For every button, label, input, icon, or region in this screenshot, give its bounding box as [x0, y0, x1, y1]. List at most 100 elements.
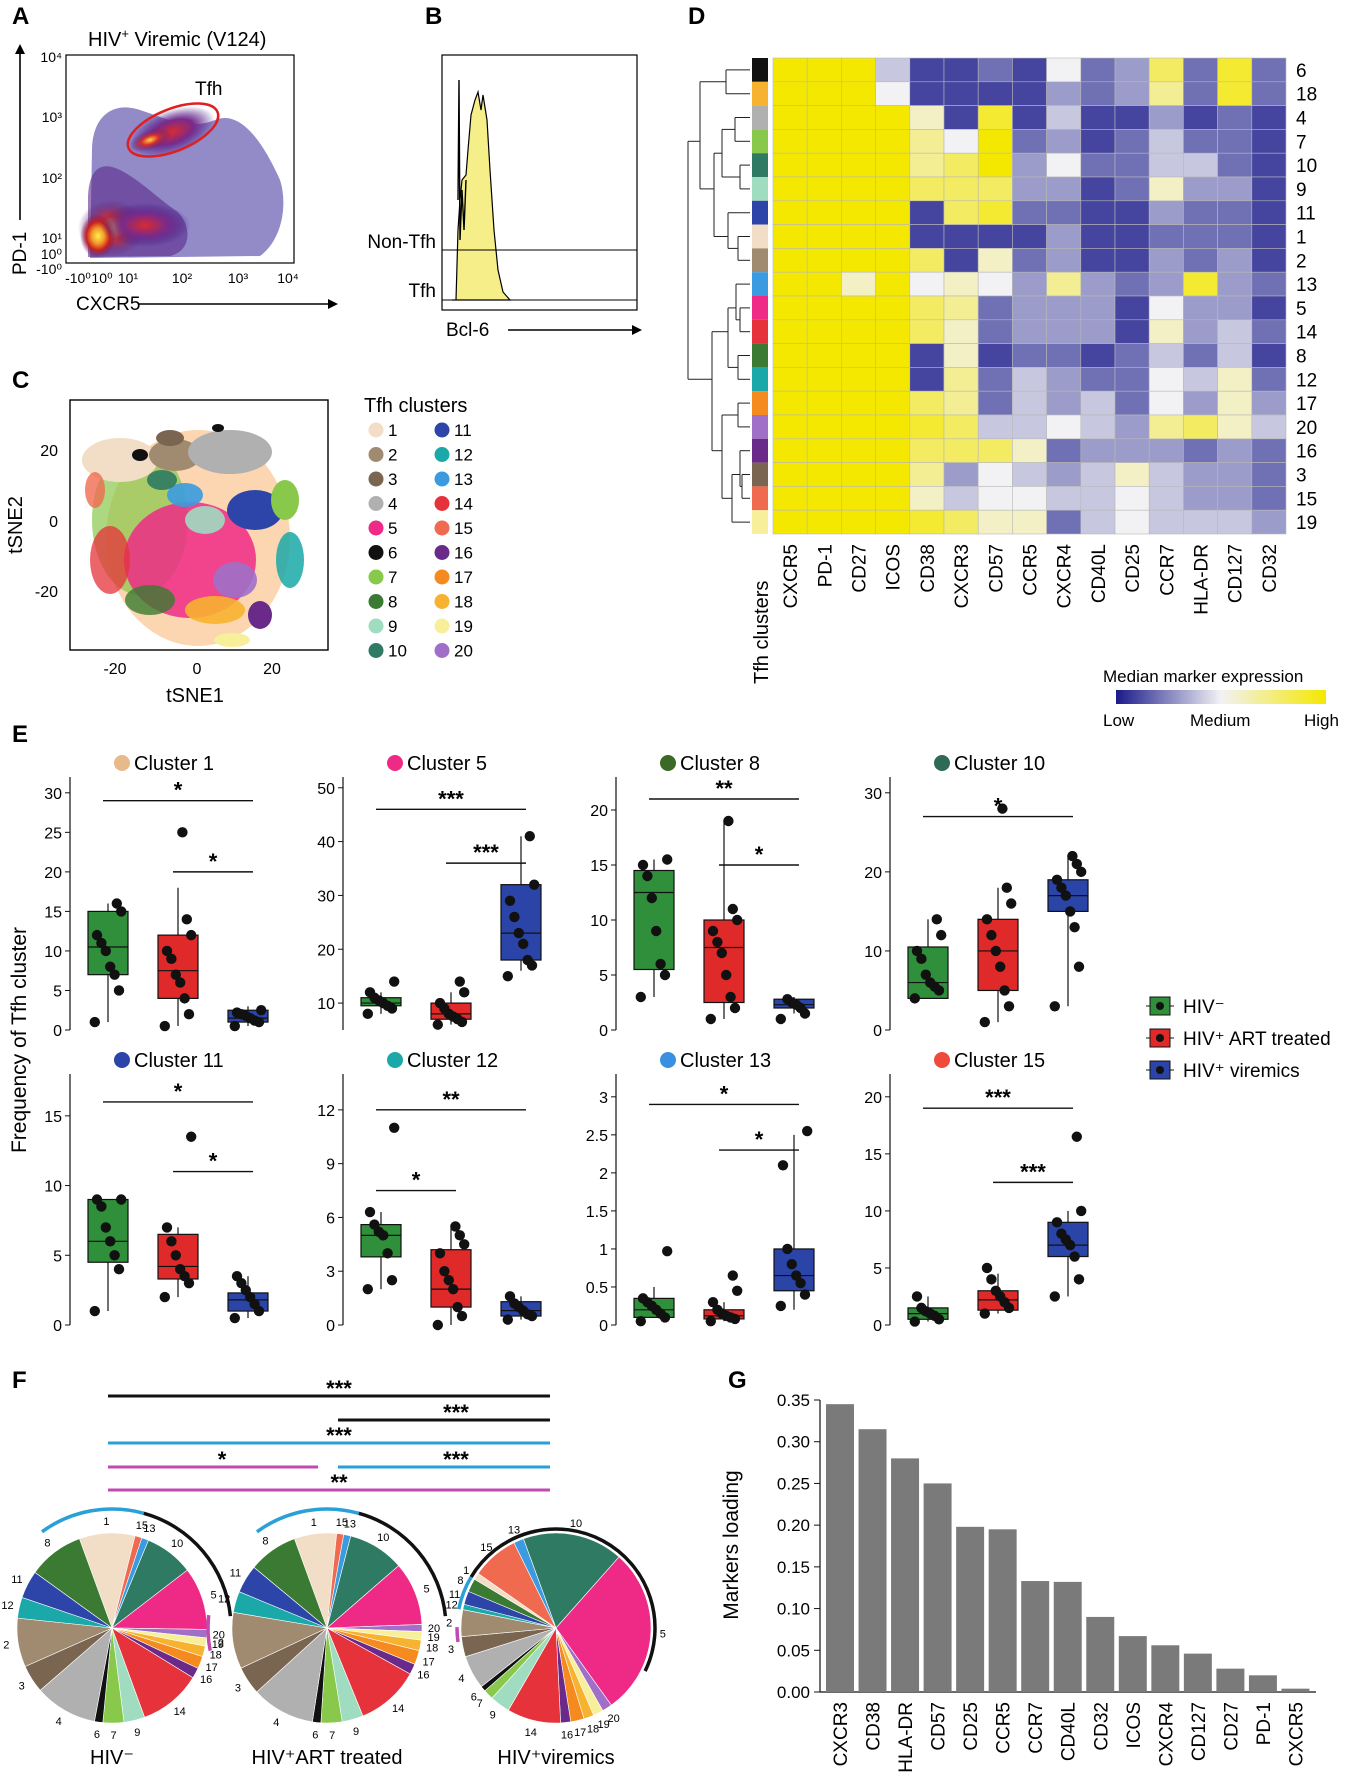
heatmap-row-color	[752, 391, 768, 415]
heatmap-row-id: 9	[1296, 180, 1307, 201]
boxplot-point	[995, 961, 1006, 972]
heatmap-cell	[909, 295, 945, 321]
pie-slice-label: 2	[3, 1640, 9, 1652]
heatmap-row-color	[752, 438, 768, 463]
heatmap-cell	[772, 271, 808, 297]
heatmap-cell	[1148, 295, 1184, 321]
heatmap-cell	[1012, 319, 1047, 344]
heatmap-cell	[1251, 367, 1287, 392]
heatmap-cell	[909, 200, 945, 225]
boxplot-point	[113, 1264, 125, 1275]
heatmap-cell	[1148, 224, 1184, 249]
heatmap-cell	[806, 57, 842, 83]
heatmap-row-id: 19	[1296, 513, 1317, 534]
boxplot-point	[637, 1293, 649, 1304]
boxplot-point	[777, 1160, 789, 1171]
heatmap-cell	[909, 319, 945, 344]
cluster-legend-label: 17	[454, 568, 473, 587]
heatmap-cell	[806, 343, 842, 368]
pie-slice-label: 9	[134, 1727, 140, 1739]
boxplot-ytick-label: 5	[53, 1248, 62, 1265]
heatmap-cell	[772, 129, 808, 154]
heatmap-cell	[1217, 176, 1253, 202]
boxplot-title: Cluster 1	[134, 753, 214, 775]
pie-slice-label: 19	[428, 1632, 440, 1644]
heatmap-cell	[1080, 414, 1116, 440]
heatmap-cell	[1217, 81, 1253, 106]
boxplot-ytick-label: 3	[599, 1090, 608, 1107]
boxplot-point	[1056, 1228, 1067, 1239]
heatmap-cell	[943, 105, 979, 130]
panel-a-title: HIV+ Viremic (V124)	[88, 26, 266, 51]
heatmap-cell	[909, 486, 945, 511]
heatmap-cell	[1046, 486, 1082, 511]
boxplot-point	[986, 1274, 997, 1285]
boxplot-point	[364, 1206, 376, 1218]
boxplot-point	[999, 985, 1010, 996]
heatmap-cell	[943, 81, 979, 106]
heatmap-cell	[1114, 271, 1150, 297]
group-legend: HIV⁻ HIV⁺ ART treated HIV⁺ viremics	[1146, 996, 1331, 1082]
heatmap-cell	[1080, 152, 1116, 178]
pie-slice-label: 10	[171, 1538, 183, 1550]
heatmap-cell	[875, 152, 911, 178]
heatmap-cell	[1046, 295, 1082, 321]
pie-slice-label: 18	[587, 1723, 599, 1735]
gate-nontfh-label: Non-Tfh	[367, 232, 436, 253]
boxplot-point	[931, 914, 942, 925]
significance-label: *	[412, 1168, 421, 1193]
heatmap-cell	[1114, 367, 1150, 392]
boxplot-point	[721, 969, 732, 981]
boxplot-ytick-label: 10	[317, 996, 335, 1013]
boxplot-ytick-label: 12	[317, 1103, 335, 1120]
heatmap-cell	[875, 57, 911, 83]
a-xarrow-head	[328, 299, 338, 309]
heatmap-cell	[1012, 129, 1047, 154]
sig-label: ***	[443, 1400, 469, 1425]
heatmap-cell	[1183, 129, 1218, 154]
heatmap-cell	[1183, 367, 1218, 392]
heatmap-cell	[1217, 462, 1253, 487]
heatmap-cell	[772, 462, 808, 487]
heatmap-cell	[1183, 343, 1218, 368]
heatmap-cell	[875, 486, 911, 511]
boxplot-ytick-label: 20	[44, 865, 62, 882]
cluster-legend-label: 16	[454, 544, 473, 563]
heatmap-cell	[1114, 319, 1150, 344]
boxplot-box	[87, 910, 129, 976]
boxplot-ytick-label: 30	[317, 888, 335, 905]
heatmap-cell	[977, 248, 1013, 273]
heatmap-cell	[1080, 295, 1116, 321]
pie-slice-label: 8	[457, 1575, 463, 1587]
pie-slice-label: 1	[311, 1517, 317, 1529]
boxplot-title: Cluster 8	[680, 753, 760, 775]
pie-slice-label: 13	[143, 1523, 155, 1535]
boxplot-point	[637, 859, 649, 871]
heatmap-row-color	[752, 153, 768, 177]
heatmap-cell	[806, 295, 842, 321]
heatmap-cell	[806, 509, 842, 535]
heatmap-cell	[1080, 200, 1116, 225]
pie-slice-label: 3	[448, 1644, 454, 1656]
panel-a-ylabel: PD-1	[10, 232, 31, 275]
pie-slice-label: 18	[210, 1649, 222, 1661]
c-xtick: 20	[263, 661, 281, 678]
boxplot-point	[997, 803, 1008, 814]
cluster-legend-label: 12	[454, 446, 473, 465]
heatmap-cell	[1080, 438, 1116, 463]
boxplot-ytick-label: 20	[590, 803, 608, 820]
heatmap-cell	[1251, 319, 1287, 344]
pie-slice	[513, 1538, 557, 1629]
heatmap-cell	[875, 462, 911, 487]
heatmap-row-id: 6	[1296, 61, 1307, 82]
boxplot-ytick-label: 15	[590, 858, 608, 875]
cluster-title-dot	[114, 1052, 130, 1068]
boxplot-point	[502, 1314, 513, 1325]
boxplot-point	[909, 993, 920, 1004]
boxplot-point	[1051, 874, 1063, 885]
heatmap-cell	[806, 390, 842, 416]
boxplot-ytick-label: 0	[326, 1318, 335, 1335]
heatmap-cell	[1148, 438, 1184, 463]
tfh-gate-ellipse[interactable]	[121, 93, 226, 168]
bar-ccr5	[988, 1529, 1017, 1692]
